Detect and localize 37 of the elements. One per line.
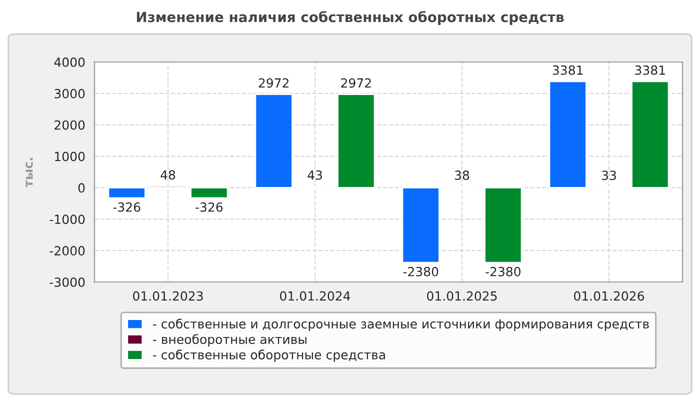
data-label: 3381 <box>635 65 665 75</box>
x-tick-label: 01.01.2023 <box>133 291 203 301</box>
data-label: 2972 <box>341 78 371 88</box>
bar <box>402 187 440 264</box>
data-label: -326 <box>113 202 140 212</box>
bar <box>190 187 228 199</box>
y-tick-label: 0 <box>78 183 85 193</box>
data-label: 3381 <box>552 65 583 75</box>
y-axis-title: тыс. <box>26 158 33 188</box>
data-label: 2972 <box>258 78 288 88</box>
x-tick-label: 01.01.2024 <box>280 291 350 301</box>
legend-label: - собственные и долгосрочные заемные источники формирования средств <box>153 318 649 332</box>
bar <box>254 94 293 188</box>
x-tick-label: 01.01.2025 <box>427 291 497 301</box>
bar <box>108 187 146 199</box>
y-tick-label: 1000 <box>55 152 85 162</box>
y-tick-label: -1000 <box>50 214 85 224</box>
bar <box>337 94 376 188</box>
y-tick-label: 4000 <box>54 57 85 67</box>
y-tick-label: 3000 <box>54 88 85 98</box>
legend-label: - внеоборотные активы <box>153 334 306 346</box>
y-tick-label: -3000 <box>50 277 85 287</box>
chart-title: Изменение наличия собственных оборотных средств <box>136 11 564 25</box>
legend-label: - собственные оборотные средства <box>153 350 385 362</box>
data-label: 43 <box>308 170 322 180</box>
data-label: -2380 <box>403 266 438 276</box>
data-label: 38 <box>455 170 470 180</box>
bar <box>484 187 522 264</box>
y-tick-label: -2000 <box>50 246 85 256</box>
data-label: -326 <box>196 202 223 212</box>
y-tick-label: 2000 <box>54 120 85 130</box>
data-label: -2380 <box>486 266 520 276</box>
x-tick-label: 01.01.2026 <box>574 291 644 301</box>
data-label: 48 <box>160 170 176 180</box>
bar <box>631 80 670 188</box>
data-label: 33 <box>602 170 616 180</box>
bar <box>548 80 587 188</box>
